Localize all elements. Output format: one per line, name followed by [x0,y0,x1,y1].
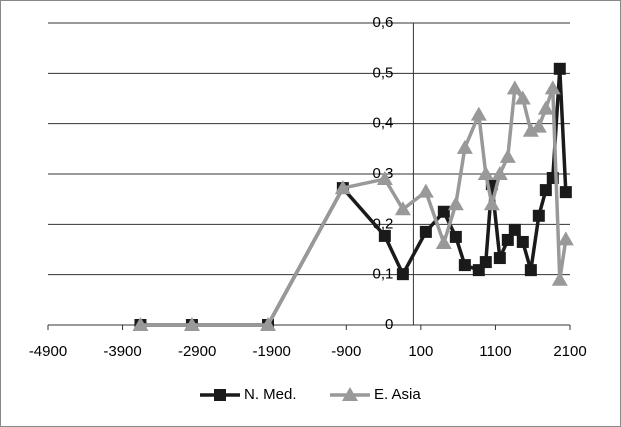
y-tick-label: 0,6 [373,14,394,31]
data-point [477,166,494,180]
data-point [491,166,508,180]
data-point [447,196,464,211]
legend-marker [214,389,226,401]
data-point [483,196,500,211]
data-point [456,139,473,154]
data-point [479,256,492,269]
data-point [394,201,411,216]
legend-label: N. Med. [244,386,297,403]
x-tick-label: -900 [331,343,361,360]
data-point [470,106,487,121]
data-point [501,233,514,246]
data-point [530,118,547,133]
data-point [183,317,200,331]
data-point [419,225,432,238]
data-point [514,90,531,105]
data-point [522,122,539,137]
y-tick-label: 0,1 [373,266,394,283]
data-point [259,317,276,331]
legend-label: E. Asia [374,386,421,403]
data-point [559,186,572,199]
x-tick-label: -4900 [29,343,67,360]
data-point [132,317,149,331]
data-point [493,252,506,265]
data-point [506,80,523,95]
data-point [437,205,450,218]
data-point [516,235,529,248]
x-tick-label: 2100 [553,343,586,360]
legend-marker [342,387,358,401]
data-point [417,183,434,198]
x-tick-label: -3900 [103,343,141,360]
x-tick-label: 100 [408,343,433,360]
data-point [458,259,471,272]
data-point [557,231,574,246]
data-point [396,268,409,281]
y-tick-label: 0,5 [373,64,394,81]
x-tick-label: 1100 [479,343,511,360]
data-point [553,62,566,75]
x-tick-label: -1900 [253,343,291,360]
data-point [499,148,516,163]
data-point [378,229,391,242]
data-point [524,264,537,277]
y-tick-label: 0,4 [373,115,394,132]
data-point [537,100,554,115]
data-point [435,234,452,249]
data-point [449,230,462,243]
data-point [376,171,393,186]
data-point [532,209,545,222]
data-point [544,80,561,95]
y-tick-label: 0 [385,316,393,333]
data-point [539,184,552,197]
x-tick-label: -2900 [178,343,216,360]
data-point [334,180,351,195]
data-point [508,223,521,236]
data-point [551,271,568,286]
